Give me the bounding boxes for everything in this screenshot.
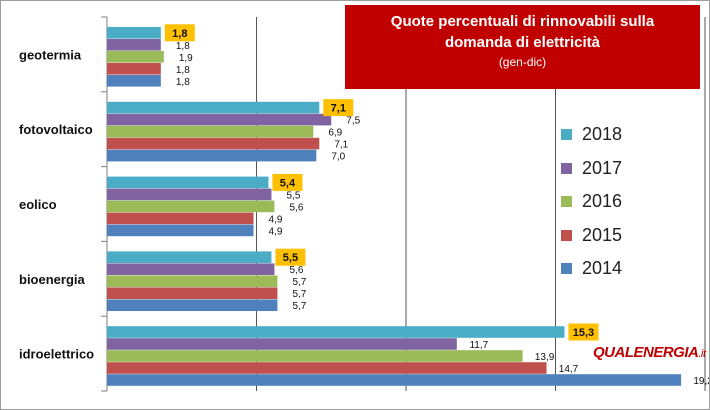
bar-fotovoltaico-2014 [107,149,317,162]
bar-idroelettrico-2017 [107,338,457,350]
value-label-fotovoltaico-2018: 7,1 [331,103,346,115]
value-label-geotermia-2018: 1,8 [172,28,187,40]
value-label-idroelettrico-2015: 14,7 [559,364,579,375]
value-label-fotovoltaico-2015: 7,1 [334,140,348,151]
bar-idroelettrico-2016 [107,350,523,362]
bar-geotermia-2015 [107,63,161,75]
value-label-idroelettrico-2017: 11,7 [469,340,488,351]
bar-idroelettrico-2015 [107,362,547,374]
bar-fotovoltaico-2015 [107,137,320,150]
legend-label-2015: 2015 [582,224,623,245]
value-label-fotovoltaico-2017: 7,5 [346,116,360,127]
bar-bioenergia-2017 [107,263,275,275]
legend-swatch-2015 [561,229,572,241]
title-box: Quote percentuali di rinnovabili sulla d… [345,5,700,89]
bar-eolico-2014 [107,224,254,237]
chart-title-line1: Quote percentuali di rinnovabili sulla [390,13,655,30]
bar-fotovoltaico-2017 [107,113,332,126]
bar-geotermia-2018 [107,27,161,39]
qualenergia-logo: QUALENERGIA.it [593,344,706,361]
value-label-idroelettrico-2018: 15,3 [573,327,594,339]
bar-fotovoltaico-2016 [107,125,314,138]
chart-subtitle: (gen-dic) [498,55,547,69]
bar-geotermia-2017 [107,39,161,51]
legend-swatch-2017 [561,162,572,174]
highlight-box-eolico [272,173,303,191]
bar-bioenergia-2018 [107,251,272,263]
value-label-bioenergia-2015: 5,7 [292,289,306,300]
bar-geotermia-2014 [107,75,161,87]
bar-bioenergia-2014 [107,299,278,311]
value-label-bioenergia-2018: 5,5 [283,252,298,264]
legend-item-2018: 2018 [561,123,651,144]
bar-eolico-2017 [107,188,272,201]
value-label-bioenergia-2017: 5,6 [289,265,303,276]
value-label-fotovoltaico-2016: 6,9 [328,128,342,139]
value-label-fotovoltaico-2014: 7,0 [331,152,345,163]
bar-bioenergia-2016 [107,275,278,287]
value-label-geotermia-2017: 1,8 [176,41,190,52]
bar-fotovoltaico-2018 [107,101,320,114]
value-label-eolico-2018: 5,4 [280,177,296,189]
legend-label-2017: 2017 [582,157,623,178]
category-label-idroelettrico: idroelettrico [19,347,94,362]
category-label-geotermia: geotermia [19,47,82,62]
value-label-eolico-2015: 4,9 [269,214,283,225]
legend-swatch-2014 [561,263,572,274]
bar-idroelettrico-2014 [107,374,682,386]
bar-eolico-2015 [107,212,254,225]
bar-eolico-2018 [107,176,269,189]
logo-text: QUALENERGIA [593,344,699,361]
bars [107,27,682,386]
category-labels: geotermia fotovoltaico eolico bioenergia idr… [19,47,94,361]
value-label-eolico-2014: 4,9 [269,226,283,237]
legend-label-2016: 2016 [582,191,623,211]
bar-idroelettrico-2018 [107,326,565,338]
category-label-fotovoltaico: fotovoltaico [19,122,93,137]
value-label-geotermia-2014: 1,8 [176,77,190,88]
category-label-eolico: eolico [19,197,57,212]
bar-bioenergia-2015 [107,287,278,299]
value-label-geotermia-2016: 1,9 [179,53,193,64]
value-label-bioenergia-2016: 5,7 [292,277,306,288]
legend-swatch-2016 [561,196,572,207]
legend-item-2015: 2015 [561,224,651,245]
bar-geotermia-2016 [107,51,164,63]
legend-swatch-2018 [561,129,572,140]
value-label-eolico-2016: 5,6 [289,202,303,213]
value-labels: 1,81,81,91,81,87,17,56,97,17,05,45,55,64… [164,24,709,387]
highlight-box-idroelettrico [568,323,599,341]
highlight-box-bioenergia [275,248,306,266]
legend-item-2016: 2016 [561,190,651,211]
legend-item-2017: 2017 [561,157,651,178]
highlight-box-fotovoltaico [323,99,354,117]
value-label-idroelettrico-2016: 13,9 [535,352,555,363]
legend-label-2018: 2018 [582,124,623,144]
value-label-bioenergia-2014: 5,7 [292,301,306,312]
legend-item-2014: 2014 [561,257,651,278]
value-label-eolico-2017: 5,5 [286,190,300,201]
value-label-idroelettrico-2014: 19,2 [693,376,709,387]
chart-title-line2: domanda di elettricità [444,34,601,51]
logo-suffix: .it [698,348,706,360]
category-label-bioenergia: bioenergia [19,272,86,287]
value-label-geotermia-2015: 1,8 [176,65,190,76]
legend-label-2014: 2014 [582,258,623,278]
bar-eolico-2016 [107,200,275,213]
highlight-box-geotermia [164,24,195,42]
